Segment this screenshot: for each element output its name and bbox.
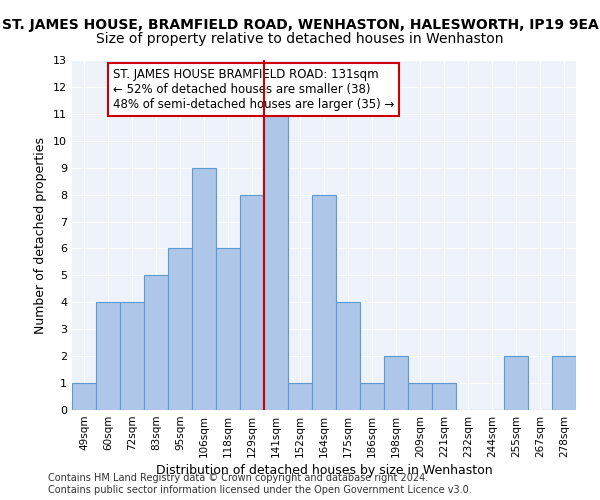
- Text: ST. JAMES HOUSE BRAMFIELD ROAD: 131sqm
← 52% of detached houses are smaller (38): ST. JAMES HOUSE BRAMFIELD ROAD: 131sqm ←…: [113, 68, 394, 111]
- Bar: [504, 356, 528, 410]
- Bar: [240, 194, 264, 410]
- Bar: [408, 383, 432, 410]
- Text: Contains HM Land Registry data © Crown copyright and database right 2024.
Contai: Contains HM Land Registry data © Crown c…: [48, 474, 472, 495]
- Y-axis label: Number of detached properties: Number of detached properties: [34, 136, 47, 334]
- Bar: [336, 302, 360, 410]
- X-axis label: Distribution of detached houses by size in Wenhaston: Distribution of detached houses by size …: [155, 464, 493, 477]
- Bar: [192, 168, 216, 410]
- Bar: [72, 383, 96, 410]
- Bar: [216, 248, 240, 410]
- Bar: [288, 383, 312, 410]
- Bar: [144, 276, 168, 410]
- Bar: [552, 356, 576, 410]
- Bar: [432, 383, 456, 410]
- Bar: [264, 114, 288, 410]
- Bar: [384, 356, 408, 410]
- Bar: [96, 302, 120, 410]
- Bar: [168, 248, 192, 410]
- Bar: [312, 194, 336, 410]
- Text: ST. JAMES HOUSE, BRAMFIELD ROAD, WENHASTON, HALESWORTH, IP19 9EA: ST. JAMES HOUSE, BRAMFIELD ROAD, WENHAST…: [2, 18, 598, 32]
- Bar: [360, 383, 384, 410]
- Bar: [120, 302, 144, 410]
- Text: Size of property relative to detached houses in Wenhaston: Size of property relative to detached ho…: [96, 32, 504, 46]
